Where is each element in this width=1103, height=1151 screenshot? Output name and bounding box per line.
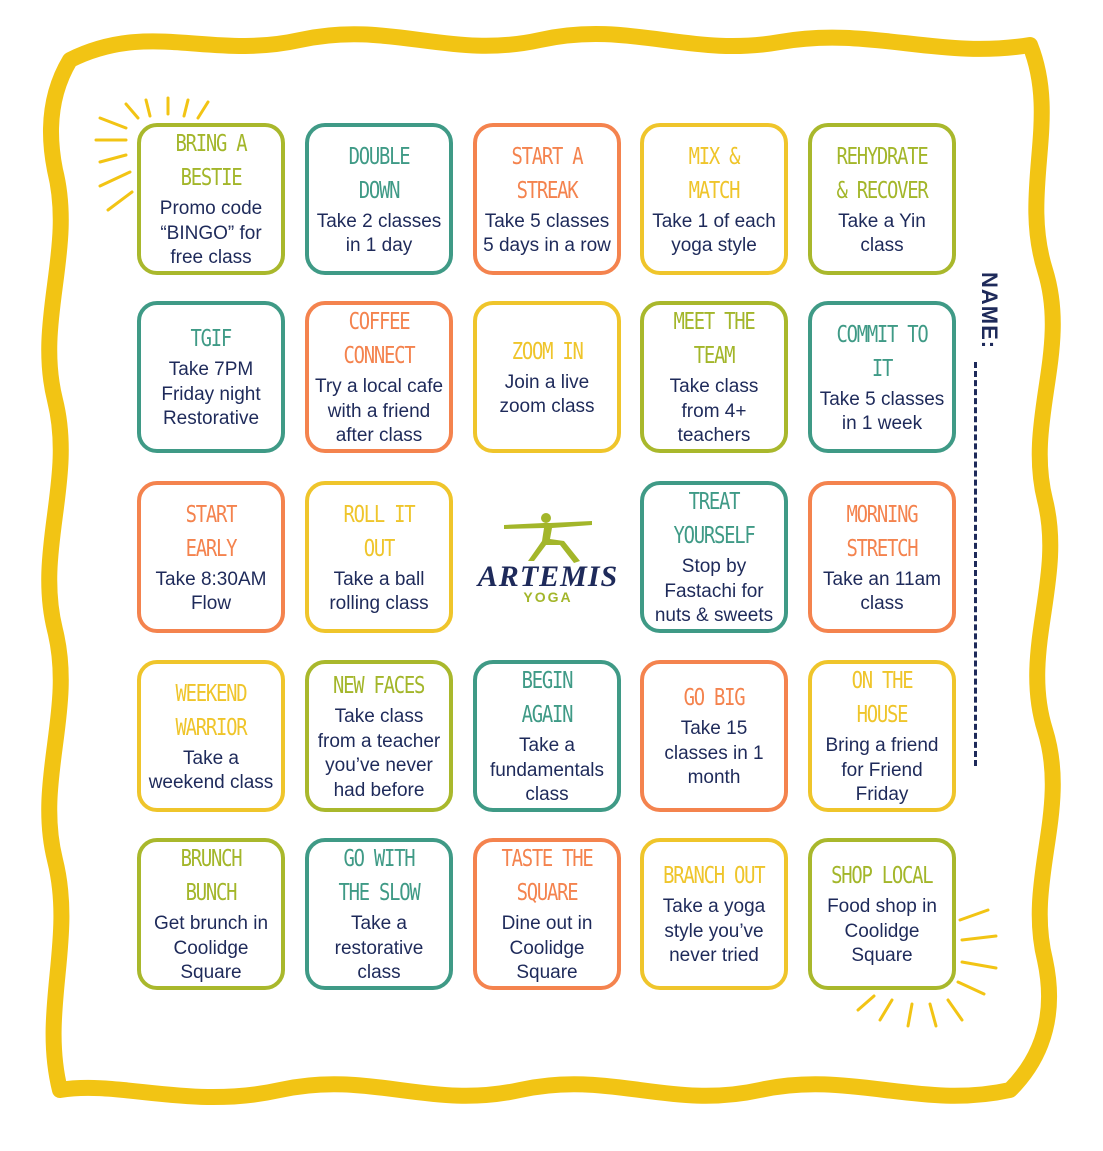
bingo-square-title: BRANCH OUT bbox=[663, 863, 765, 890]
name-field[interactable]: NAME: bbox=[954, 270, 1014, 770]
bingo-square[interactable]: BEGIN AGAIN Take a fundamentals class bbox=[473, 660, 621, 812]
bingo-square[interactable]: COMMIT TO IT Take 5 classes in 1 week bbox=[808, 301, 956, 453]
bingo-square[interactable]: ON THE HOUSE Bring a friend for Friend Fr… bbox=[808, 660, 956, 812]
frame-path bbox=[41, 26, 1061, 1106]
bingo-square-description: Get brunch in Coolidge Square bbox=[153, 913, 269, 984]
bingo-square-description: Take 5 classes in 1 week bbox=[819, 388, 945, 435]
bingo-square-description: Take a restorative class bbox=[334, 913, 424, 984]
bingo-square[interactable]: ZOOM IN Join a live zoom class bbox=[473, 301, 621, 453]
sun-rays-bottom-right bbox=[856, 908, 998, 1028]
name-label: NAME: bbox=[977, 272, 1002, 350]
bingo-square-title: ROLL IT OUT bbox=[343, 501, 416, 562]
bingo-square[interactable]: GO BIG Take 15 classes in 1 month bbox=[640, 660, 788, 812]
bingo-square[interactable]: SHOP LOCAL Food shop in Coolidge Square bbox=[808, 838, 956, 990]
bingo-square-title: MIX & MATCH bbox=[688, 143, 741, 204]
bingo-square-title: REHYDRATE & RECOVER bbox=[836, 143, 928, 204]
bingo-square[interactable]: WEEKEND WARRIOR Take a weekend class bbox=[137, 660, 285, 812]
bingo-square-description: Bring a friend for Friend Friday bbox=[825, 735, 939, 806]
bingo-square-title: TREAT YOURSELF bbox=[673, 489, 755, 550]
bingo-square-description: Take a weekend class bbox=[148, 747, 274, 794]
bingo-square-description: Take 15 classes in 1 month bbox=[664, 718, 764, 789]
bingo-square[interactable]: NEW FACES Take class from a teacher you’v… bbox=[305, 660, 453, 812]
bingo-square-title: COFFEE CONNECT bbox=[343, 309, 416, 370]
bingo-square-description: Promo code “BINGO” for free class bbox=[159, 198, 263, 269]
bingo-square-title: NEW FACES bbox=[333, 673, 425, 699]
bingo-square-title: TASTE THE SQUARE bbox=[501, 846, 593, 907]
bingo-square[interactable]: REHYDRATE & RECOVER Take a Yin class bbox=[808, 123, 956, 275]
bingo-square[interactable]: GO WITH THE SLOW Take a restorative class bbox=[305, 838, 453, 990]
bingo-square-description: Take a yoga style you’ve never tried bbox=[662, 896, 766, 967]
bingo-square-description: Take a Yin class bbox=[838, 210, 926, 257]
bingo-square-description: Take class from a teacher you’ve never h… bbox=[317, 706, 441, 801]
bingo-square[interactable]: MIX & MATCH Take 1 of each yoga style bbox=[640, 123, 788, 275]
bingo-square[interactable]: TREAT YOURSELF Stop by Fastachi for nuts … bbox=[640, 481, 788, 633]
bingo-square-description: Take 5 classes 5 days in a row bbox=[483, 210, 611, 257]
bingo-square[interactable]: BRUNCH BUNCH Get brunch in Coolidge Squar… bbox=[137, 838, 285, 990]
bingo-square-title: BRUNCH BUNCH bbox=[180, 846, 243, 907]
bingo-square-description: Take a fundamentals class bbox=[489, 735, 605, 806]
bingo-square-description: Take 2 classes in 1 day bbox=[316, 210, 442, 257]
bingo-square-description: Take an 11am class bbox=[823, 568, 941, 615]
bingo-square-title: SHOP LOCAL bbox=[831, 863, 933, 890]
bingo-square-description: Try a local cafe with a friend after cla… bbox=[314, 376, 444, 447]
bingo-square-title: MEET THE TEAM bbox=[673, 309, 755, 370]
bingo-square-description: Stop by Fastachi for nuts & sweets bbox=[654, 556, 774, 627]
bingo-square[interactable]: DOUBLE DOWN Take 2 classes in 1 day bbox=[305, 123, 453, 275]
bingo-square[interactable]: ROLL IT OUT Take a ball rolling class bbox=[305, 481, 453, 633]
bingo-square-title: BRING A BESTIE bbox=[175, 131, 248, 192]
bingo-square-description: Take 8:30AM Flow bbox=[155, 568, 267, 615]
bingo-square-title: BEGIN AGAIN bbox=[521, 668, 574, 729]
bingo-square-title: COMMIT TO IT bbox=[836, 321, 928, 382]
bingo-square-title: START A STREAK bbox=[511, 143, 584, 204]
bingo-square-description: Food shop in Coolidge Square bbox=[827, 896, 937, 967]
sun-rays-top-left bbox=[94, 96, 210, 212]
logo-brand-text: ARTEMIS bbox=[477, 560, 619, 593]
bingo-square-description: Take class from 4+ teachers bbox=[669, 376, 759, 447]
bingo-square-title: ZOOM IN bbox=[511, 338, 584, 365]
bingo-square-title: TGIF bbox=[190, 326, 233, 353]
bingo-square-title: GO WITH THE SLOW bbox=[338, 846, 420, 907]
bingo-square-title: WEEKEND WARRIOR bbox=[175, 680, 248, 741]
bingo-square-title: MORNING STRETCH bbox=[846, 501, 919, 562]
bingo-square[interactable]: BRING A BESTIE Promo code “BINGO” for fre… bbox=[137, 123, 285, 275]
bingo-square-title: DOUBLE DOWN bbox=[348, 143, 411, 204]
bingo-square-description: Take a ball rolling class bbox=[329, 568, 429, 615]
bingo-square-title: ON THE HOUSE bbox=[851, 668, 914, 729]
bingo-square-title: START EARLY bbox=[185, 501, 238, 562]
artemis-yoga-logo: ARTEMIS YOGA bbox=[474, 482, 622, 634]
logo-sub-text: YOGA bbox=[523, 589, 573, 605]
bingo-square[interactable]: START EARLY Take 8:30AM Flow bbox=[137, 481, 285, 633]
bingo-square[interactable]: TGIF Take 7PM Friday night Restorative bbox=[137, 301, 285, 453]
bingo-square[interactable]: BRANCH OUT Take a yoga style you’ve never… bbox=[640, 838, 788, 990]
bingo-square[interactable]: START A STREAK Take 5 classes 5 days in a… bbox=[473, 123, 621, 275]
bingo-square[interactable]: MORNING STRETCH Take an 11am class bbox=[808, 481, 956, 633]
bingo-square-description: Take 1 of each yoga style bbox=[652, 210, 776, 257]
bingo-square-description: Join a live zoom class bbox=[499, 371, 595, 418]
bingo-square[interactable]: TASTE THE SQUARE Dine out in Coolidge Squ… bbox=[473, 838, 621, 990]
bingo-square-description: Take 7PM Friday night Restorative bbox=[161, 359, 261, 430]
bingo-square[interactable]: MEET THE TEAM Take class from 4+ teachers bbox=[640, 301, 788, 453]
bingo-square[interactable]: COFFEE CONNECT Try a local cafe with a fr… bbox=[305, 301, 453, 453]
yoga-pose-figure-icon bbox=[504, 513, 592, 563]
bingo-square-title: GO BIG bbox=[683, 685, 746, 712]
name-dashed-line[interactable] bbox=[974, 362, 977, 766]
bingo-square-description: Dine out in Coolidge Square bbox=[501, 913, 593, 984]
